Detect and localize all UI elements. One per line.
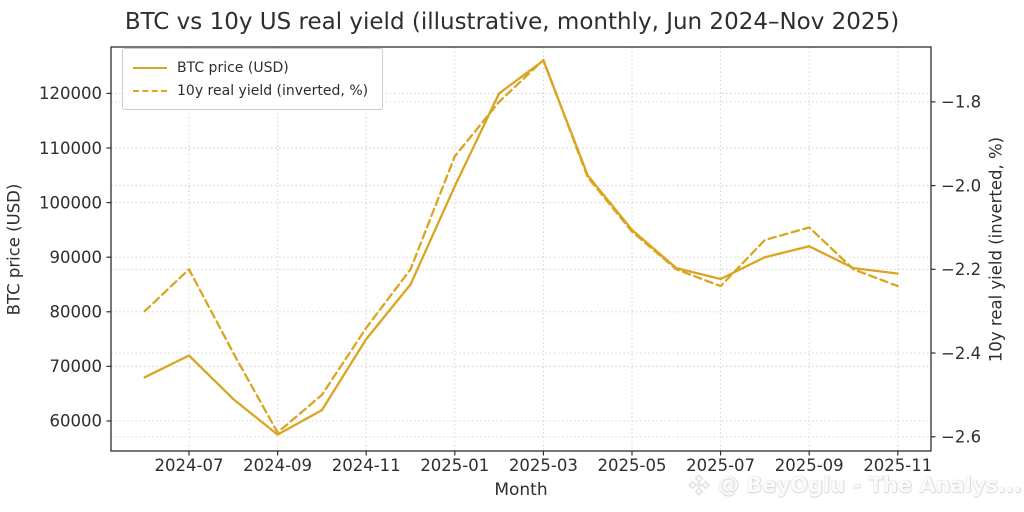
left-tick-label: 90000 [50, 248, 103, 267]
x-tick-label: 2024-09 [243, 456, 312, 475]
x-axis-title: Month [494, 480, 548, 500]
series-real-yield-line [143, 58, 899, 434]
x-tick-label: 2025-11 [863, 456, 932, 475]
right-tick-label: −1.8 [941, 93, 981, 112]
legend-entry-yield: 10y real yield (inverted, %) [133, 79, 368, 102]
legend-label: 10y real yield (inverted, %) [177, 82, 369, 99]
x-tick-label: 2025-07 [686, 456, 755, 475]
legend-entry-btc: BTC price (USD) [133, 56, 368, 79]
x-tick-label: 2025-09 [775, 456, 844, 475]
watermark-text: @ BeyOglu - The Analys... [717, 473, 1022, 497]
left-tick-label: 60000 [50, 412, 103, 431]
left-tick-label: 100000 [39, 193, 102, 212]
right-tick-label: −2.2 [941, 260, 981, 279]
left-tick-label: 110000 [39, 139, 102, 158]
solid-line-swatch [133, 66, 167, 69]
watermark: @ BeyOglu - The Analys... [686, 472, 1022, 498]
dashed-line-swatch [133, 89, 167, 92]
x-tick-label: 2024-11 [332, 456, 401, 475]
right-tick-label: −2.6 [941, 428, 981, 447]
chart-title: BTC vs 10y US real yield (illustrative, … [124, 9, 900, 35]
right-axis-title: 10y real yield (inverted, %) [986, 136, 1006, 363]
legend: BTC price (USD) 10y real yield (inverted… [122, 48, 384, 110]
x-tick-label: 2025-01 [420, 456, 489, 475]
right-tick-label: −2.0 [941, 176, 981, 195]
left-tick-label: 80000 [50, 303, 103, 322]
x-tick-label: 2024-07 [155, 456, 224, 475]
x-tick-label: 2025-03 [509, 456, 578, 475]
binance-diamond-icon [687, 474, 710, 496]
axes-spines [110, 46, 932, 452]
left-tick-label: 70000 [50, 357, 103, 376]
x-tick-label: 2025-05 [598, 456, 667, 475]
left-tick-label: 120000 [39, 84, 102, 103]
series-btc-price-line [143, 59, 899, 436]
right-tick-label: −2.4 [941, 344, 981, 363]
left-axis-title: BTC price (USD) [4, 183, 24, 316]
legend-label: BTC price (USD) [177, 59, 289, 76]
